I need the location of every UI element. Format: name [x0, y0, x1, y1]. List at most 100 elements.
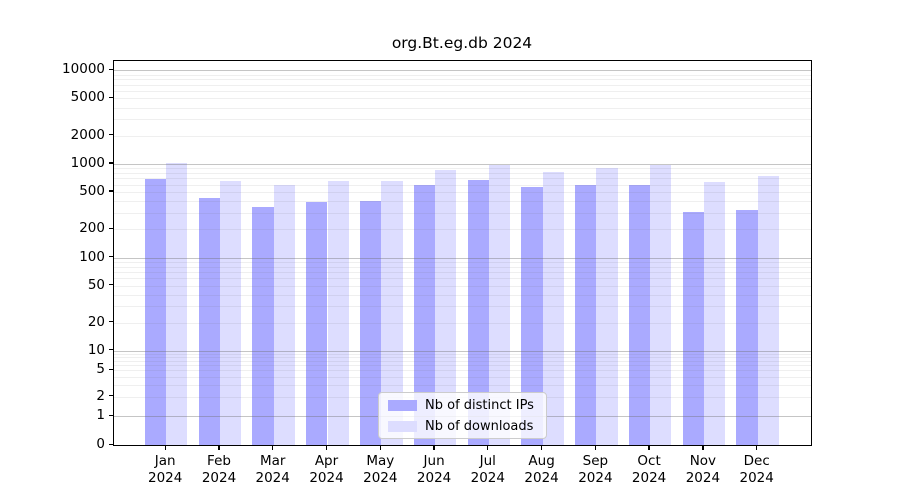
y-tick-label-1: 1 [96, 407, 105, 424]
x-tick-year: 2024 [578, 470, 613, 486]
y-tick-mark [109, 321, 114, 323]
bar-downloads-may [381, 181, 403, 445]
y-tick-label-200: 200 [79, 220, 105, 237]
x-tick-year: 2024 [685, 470, 721, 486]
x-tick-mark [540, 445, 543, 451]
x-tick-year: 2024 [631, 470, 667, 486]
bar-distinct-ips-jul [467, 179, 489, 445]
x-tick-year: 2024 [255, 470, 290, 486]
y-tick-label-2000: 2000 [70, 126, 105, 143]
y-tick-mark [109, 395, 114, 397]
legend-label: Nb of distinct IPs [425, 397, 534, 413]
legend: Nb of distinct IPs Nb of downloads [378, 392, 547, 439]
y-tick-label-10000: 10000 [62, 61, 105, 78]
x-tick-mark [594, 445, 597, 451]
bar-downloads-feb [220, 181, 242, 445]
legend-item: Nb of downloads [379, 417, 546, 435]
y-tick-label-50: 50 [87, 276, 105, 293]
y-tick-label-2: 2 [96, 387, 105, 404]
x-tick-month: Nov [689, 453, 717, 469]
bars-layer [114, 61, 811, 445]
y-tick-label-20: 20 [87, 313, 105, 330]
x-tick-year: 2024 [309, 470, 344, 486]
y-tick-mark [109, 368, 114, 371]
bar-downloads-jul [488, 165, 511, 445]
bar-distinct-ips-jun [413, 184, 436, 445]
y-tick-mark [109, 349, 114, 351]
bar-downloads-oct [650, 164, 672, 445]
x-tick-label-jan: Jan 2024 [135, 453, 195, 487]
x-tick-mark [218, 445, 220, 451]
chart-title: org.Bt.eg.db 2024 [391, 34, 533, 52]
y-tick-mark [109, 68, 114, 71]
bar-distinct-ips-may [360, 201, 382, 445]
x-tick-label-oct: Oct 2024 [619, 453, 679, 487]
y-tick-label-10: 10 [87, 341, 105, 358]
y-tick-mark [109, 162, 114, 164]
x-tick-mark [379, 445, 381, 451]
legend-swatch-icon [388, 399, 417, 411]
bar-downloads-sep [596, 168, 618, 445]
y-tick-label-100: 100 [79, 248, 105, 265]
y-tick-mark [109, 134, 114, 136]
bar-downloads-dec [757, 176, 779, 445]
bar-distinct-ips-feb [198, 197, 220, 445]
bar-distinct-ips-aug [521, 187, 543, 445]
bar-distinct-ips-dec [736, 209, 758, 445]
x-tick-year: 2024 [363, 470, 398, 486]
legend-swatch-icon [388, 420, 417, 432]
y-tick-mark [109, 256, 114, 258]
x-tick-mark [648, 445, 650, 451]
x-tick-year: 2024 [470, 470, 505, 486]
x-tick-year: 2024 [416, 470, 452, 486]
x-tick-label-feb: Feb 2024 [189, 453, 249, 487]
x-tick-mark [487, 445, 489, 451]
x-tick-label-jun: Jun 2024 [404, 453, 464, 487]
bar-downloads-mar [273, 185, 295, 445]
bar-distinct-ips-sep [575, 185, 597, 445]
bar-downloads-jun [435, 170, 457, 445]
x-tick-label-jul: Jul 2024 [458, 453, 518, 487]
x-tick-label-mar: Mar 2024 [243, 453, 303, 487]
x-tick-month: Aug [528, 453, 555, 469]
x-tick-year: 2024 [524, 470, 559, 486]
x-tick-label-sep: Sep 2024 [565, 453, 625, 487]
y-tick-mark [109, 227, 114, 230]
y-tick-label-0: 0 [96, 436, 105, 452]
x-tick-mark [702, 445, 704, 451]
x-tick-month: Mar [259, 453, 286, 469]
y-tick-label-1000: 1000 [70, 154, 105, 171]
x-tick-mark [272, 445, 274, 451]
x-tick-year: 2024 [201, 470, 237, 486]
bar-distinct-ips-nov [682, 212, 704, 445]
x-tick-year: 2024 [148, 470, 183, 486]
x-tick-month: Dec [743, 453, 770, 469]
bar-distinct-ips-mar [252, 207, 274, 445]
bar-downloads-jan [166, 162, 188, 445]
x-tick-mark [756, 445, 758, 451]
x-tick-mark [325, 445, 328, 451]
y-tick-label-5: 5 [96, 361, 105, 378]
x-tick-mark [164, 445, 166, 451]
bar-distinct-ips-jan [144, 178, 167, 445]
x-tick-label-dec: Dec 2024 [727, 453, 787, 487]
x-tick-month: Jun [423, 453, 445, 469]
x-tick-label-may: May 2024 [350, 453, 410, 487]
y-tick-label-5000: 5000 [70, 89, 105, 106]
x-tick-label-aug: Aug 2024 [512, 453, 572, 487]
bar-distinct-ips-oct [628, 184, 651, 445]
plot-area: Nb of distinct IPs Nb of downloads [113, 60, 812, 446]
bar-downloads-aug [542, 171, 564, 445]
x-tick-month: Jan [154, 453, 176, 469]
x-tick-month: May [366, 453, 395, 469]
x-tick-month: Sep [582, 453, 609, 469]
x-tick-label-apr: Apr 2024 [297, 453, 357, 487]
bar-distinct-ips-apr [306, 202, 328, 445]
y-tick-label-500: 500 [79, 182, 105, 199]
y-tick-mark [109, 284, 114, 286]
x-tick-label-nov: Nov 2024 [673, 453, 733, 487]
y-tick-mark [109, 414, 114, 417]
bar-downloads-nov [703, 182, 726, 445]
x-tick-month: Oct [637, 453, 661, 469]
